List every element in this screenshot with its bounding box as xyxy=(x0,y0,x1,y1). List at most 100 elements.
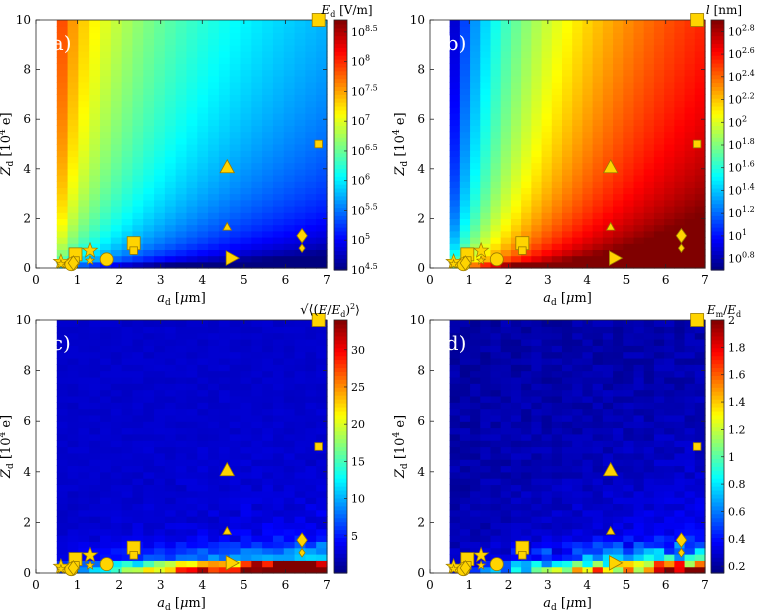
heatmap-cell xyxy=(459,338,471,346)
heatmap-cell xyxy=(572,535,584,542)
heatmap-cell xyxy=(490,446,502,454)
heatmap-cell xyxy=(633,224,645,232)
heatmap-cell xyxy=(510,459,522,467)
colorbar-segment xyxy=(711,219,724,224)
heatmap-cell xyxy=(121,332,134,340)
heatmap-cell xyxy=(89,218,101,226)
heatmap-cell xyxy=(175,395,188,403)
heatmap-cell xyxy=(89,364,101,372)
heatmap-cell xyxy=(500,32,512,40)
heatmap-cell xyxy=(531,547,543,555)
heatmap-cell xyxy=(510,168,522,176)
colorbar-segment xyxy=(711,234,724,240)
heatmap-cell xyxy=(218,338,231,346)
heatmap-cell xyxy=(674,26,686,33)
heatmap-cell xyxy=(490,38,502,46)
heatmap-cell xyxy=(694,421,706,429)
heatmap-cell xyxy=(272,547,285,555)
heatmap-cell xyxy=(490,465,502,473)
heatmap-cell xyxy=(643,144,655,151)
y-tick-label: 4 xyxy=(23,465,31,479)
heatmap-cell xyxy=(653,446,665,454)
y-tick-label: 8 xyxy=(417,364,425,378)
heatmap-cell xyxy=(582,168,594,176)
heatmap-cell xyxy=(305,38,317,46)
heatmap-cell xyxy=(480,131,492,139)
heatmap-cell xyxy=(510,230,522,238)
heatmap-cell xyxy=(67,338,79,346)
heatmap-cell xyxy=(531,338,543,346)
heatmap-cell xyxy=(490,497,502,505)
heatmap-cell xyxy=(132,125,144,133)
heatmap-cell xyxy=(240,38,252,46)
heatmap-cell xyxy=(664,402,675,410)
heatmap-cell xyxy=(674,433,686,441)
heatmap-cell xyxy=(89,541,101,549)
heatmap-cell xyxy=(490,82,502,89)
heatmap-cell xyxy=(251,535,263,542)
heatmap-cell xyxy=(480,490,492,498)
heatmap-cell xyxy=(531,224,543,232)
heatmap-cell xyxy=(480,332,492,340)
star-marker xyxy=(84,255,96,265)
heatmap-cell xyxy=(674,106,686,114)
heatmap-cell xyxy=(305,433,317,441)
heatmap-cell xyxy=(262,332,274,340)
heatmap-cell xyxy=(623,351,635,359)
heatmap-cell xyxy=(132,357,144,365)
heatmap-cell xyxy=(551,199,563,207)
heatmap-cell xyxy=(653,421,665,429)
heatmap-cell xyxy=(121,224,134,232)
heatmap-cell xyxy=(208,131,220,139)
heatmap-cell xyxy=(510,212,522,219)
heatmap-cell xyxy=(480,433,492,441)
heatmap-cell xyxy=(459,459,471,467)
heatmap-cell xyxy=(459,82,471,89)
heatmap-cell xyxy=(694,484,706,492)
heatmap-cell xyxy=(294,338,306,346)
heatmap-cell xyxy=(664,88,675,95)
heatmap-cell xyxy=(480,199,492,207)
heatmap-cell xyxy=(154,465,166,473)
heatmap-cell xyxy=(623,383,635,391)
heatmap-cell xyxy=(229,408,242,416)
heatmap-cell xyxy=(229,237,242,244)
heatmap-cell xyxy=(510,137,522,145)
heatmap-cell xyxy=(592,370,604,378)
heatmap-cell xyxy=(674,484,686,492)
heatmap-cell xyxy=(305,230,317,238)
heatmap-cell xyxy=(653,452,665,460)
heatmap-cell xyxy=(154,119,166,126)
colorbar-segment xyxy=(711,343,724,349)
heatmap-cell xyxy=(240,357,252,365)
heatmap-cell xyxy=(674,20,686,27)
heatmap-cell xyxy=(480,94,492,102)
heatmap-cell xyxy=(251,193,263,201)
heatmap-cell xyxy=(633,465,645,473)
heatmap-cell xyxy=(684,193,696,201)
heatmap-cell xyxy=(283,433,296,441)
heatmap-cell xyxy=(100,490,112,498)
heatmap-cell xyxy=(294,357,306,365)
heatmap-cell xyxy=(197,433,209,441)
heatmap-cell xyxy=(449,471,461,479)
colorbar-segment xyxy=(334,47,347,52)
heatmap-cell xyxy=(643,535,655,542)
heatmap-cell xyxy=(110,484,123,492)
heatmap-cell xyxy=(459,224,471,232)
colorbar-segment xyxy=(711,474,724,479)
heatmap-cell xyxy=(531,332,543,340)
colorbar-segment xyxy=(334,86,347,91)
heatmap-cell xyxy=(121,357,134,365)
heatmap-cell xyxy=(643,427,655,435)
heatmap-cell xyxy=(653,560,665,568)
heatmap-cell xyxy=(694,560,706,568)
heatmap-cell xyxy=(490,364,502,372)
heatmap-cell xyxy=(186,150,198,157)
heatmap-cell xyxy=(459,326,471,334)
heatmap-cell xyxy=(251,459,263,467)
heatmap-cell xyxy=(531,484,543,492)
heatmap-cell xyxy=(694,370,706,378)
heatmap-cell xyxy=(531,497,543,505)
heatmap-cell xyxy=(175,243,188,250)
